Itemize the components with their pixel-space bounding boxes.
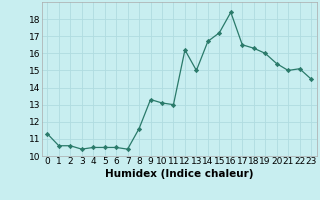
X-axis label: Humidex (Indice chaleur): Humidex (Indice chaleur) (105, 169, 253, 179)
